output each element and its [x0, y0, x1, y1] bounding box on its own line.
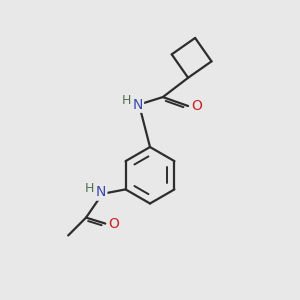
Text: N: N	[132, 98, 143, 112]
Text: H: H	[85, 182, 94, 195]
Text: H: H	[122, 94, 131, 107]
Text: O: O	[191, 99, 202, 113]
Text: O: O	[108, 217, 119, 231]
Text: N: N	[96, 185, 106, 200]
